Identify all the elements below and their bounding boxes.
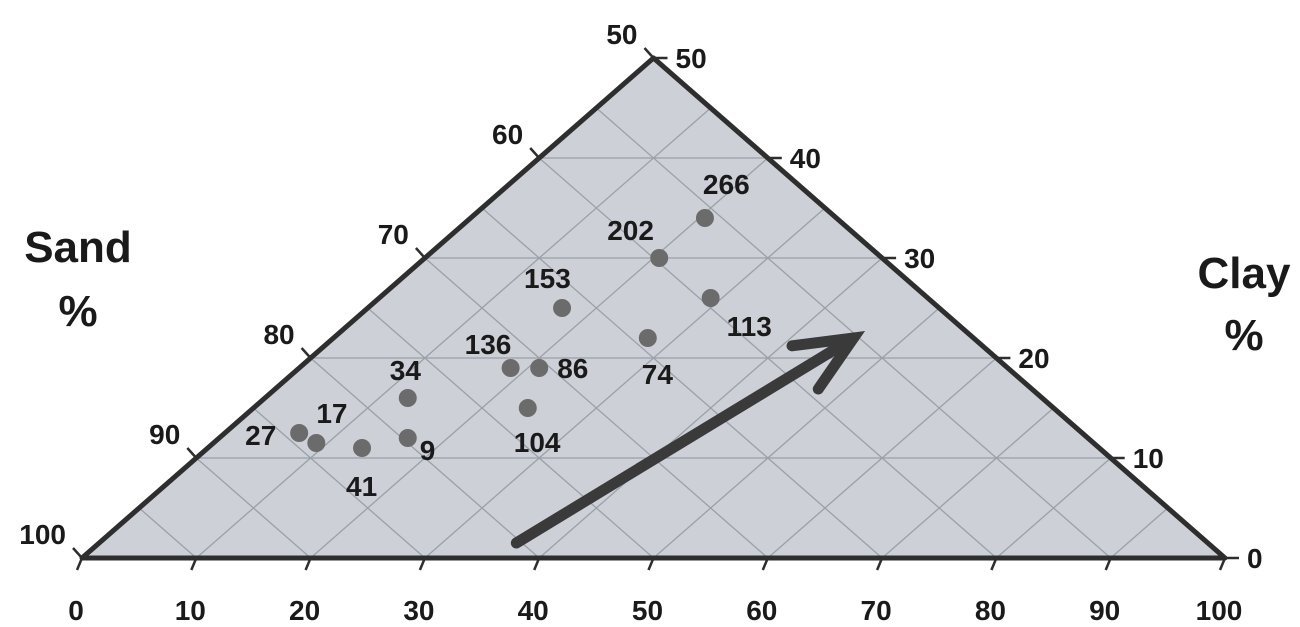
data-point-label: 34 [390, 355, 422, 386]
sand-tick-mark [414, 247, 426, 259]
data-point-label: 104 [514, 427, 561, 458]
grid-line-diagonal [995, 58, 1225, 558]
trend-arrow [510, 330, 866, 549]
sand-tick-label: 90 [149, 419, 180, 450]
data-points: 266 202 153 113 74 136 86 104 34 9 41 17 27 [245, 169, 772, 502]
data-point-label: 266 [703, 169, 750, 200]
x-tick-label: 20 [289, 595, 320, 626]
x-tick-mark [1104, 557, 1112, 571]
sand-tick-label: 50 [606, 19, 637, 50]
data-point-label: 74 [642, 359, 674, 390]
sand-tick-label: 60 [492, 119, 523, 150]
grid-line-diagonal [1224, 58, 1225, 558]
sand-axis-unit: % [58, 287, 97, 336]
clay-tick-label: 50 [676, 43, 707, 74]
x-tick-mark [304, 557, 312, 571]
data-point-label: 136 [465, 329, 512, 360]
data-point [638, 329, 657, 347]
data-point-label: 17 [316, 398, 347, 429]
arrow-head [786, 330, 866, 395]
clay-axis-title: Clay [1198, 249, 1291, 298]
sand-tick-labels: 50 60 70 80 90 100 [19, 19, 637, 550]
data-point-label: 202 [607, 215, 654, 246]
sand-tick-label: 80 [263, 319, 294, 350]
data-point-label: 86 [557, 353, 588, 384]
x-tick-mark [75, 557, 84, 571]
data-point-label: 9 [420, 435, 436, 466]
data-point [530, 359, 549, 377]
data-point-label: 113 [727, 311, 772, 342]
data-point [553, 299, 572, 317]
x-tick-mark [418, 557, 427, 571]
x-tick-label: 30 [403, 595, 434, 626]
sand-tick-mark [72, 547, 83, 559]
x-tick-label: 100 [1196, 595, 1243, 626]
sand-axis-title: Sand [24, 223, 132, 272]
grid-line-diagonal [538, 58, 1112, 558]
x-tick-label: 50 [632, 595, 663, 626]
x-tick-label: 70 [861, 595, 892, 626]
data-point [701, 289, 720, 307]
clay-tick-label: 10 [1133, 443, 1164, 474]
clay-tick-label: 20 [1018, 343, 1049, 374]
data-point [398, 429, 417, 447]
grid-line-diagonal [82, 58, 312, 558]
clay-tick-labels: 0 10 20 30 40 50 [676, 43, 1263, 574]
data-point [307, 434, 326, 452]
sand-tick-mark [186, 447, 198, 459]
x-tick-mark [190, 557, 198, 571]
x-tick-mark [533, 557, 541, 571]
sand-tick-mark [643, 47, 655, 59]
x-tick-label: 80 [975, 595, 1006, 626]
clay-tick-label: 0 [1247, 543, 1263, 574]
x-tick-labels: 0 10 20 30 40 50 60 70 80 90 100 [68, 595, 1242, 626]
sand-tick-label: 100 [19, 519, 66, 550]
data-point [650, 249, 669, 267]
x-tick-mark [990, 557, 998, 571]
data-point-label: 41 [346, 471, 377, 502]
x-tick-label: 0 [68, 595, 84, 626]
sand-tick-label: 70 [378, 219, 409, 250]
tick-marks [72, 47, 1239, 571]
data-point-label: 153 [524, 263, 571, 294]
data-point [353, 439, 372, 457]
data-point [695, 209, 714, 227]
clay-tick-label: 40 [790, 143, 821, 174]
x-tick-mark [875, 557, 884, 571]
data-point [290, 424, 309, 442]
data-point [518, 399, 537, 417]
x-tick-label: 90 [1089, 595, 1120, 626]
x-tick-mark [647, 557, 655, 571]
clay-axis-unit: % [1224, 311, 1263, 360]
x-tick-label: 40 [518, 595, 549, 626]
sand-tick-mark [300, 347, 312, 359]
sand-tick-mark [529, 147, 541, 159]
grid-line-diagonal [1224, 58, 1225, 558]
arrow-shaft [510, 332, 860, 549]
x-tick-mark [1218, 557, 1227, 571]
x-tick-label: 60 [746, 595, 777, 626]
data-point [398, 389, 417, 407]
data-point-label: 27 [245, 420, 276, 451]
x-tick-label: 10 [175, 595, 206, 626]
plot-area [82, 58, 1225, 558]
x-tick-mark [761, 557, 769, 571]
clay-tick-label: 30 [904, 243, 935, 274]
data-point [501, 359, 520, 377]
